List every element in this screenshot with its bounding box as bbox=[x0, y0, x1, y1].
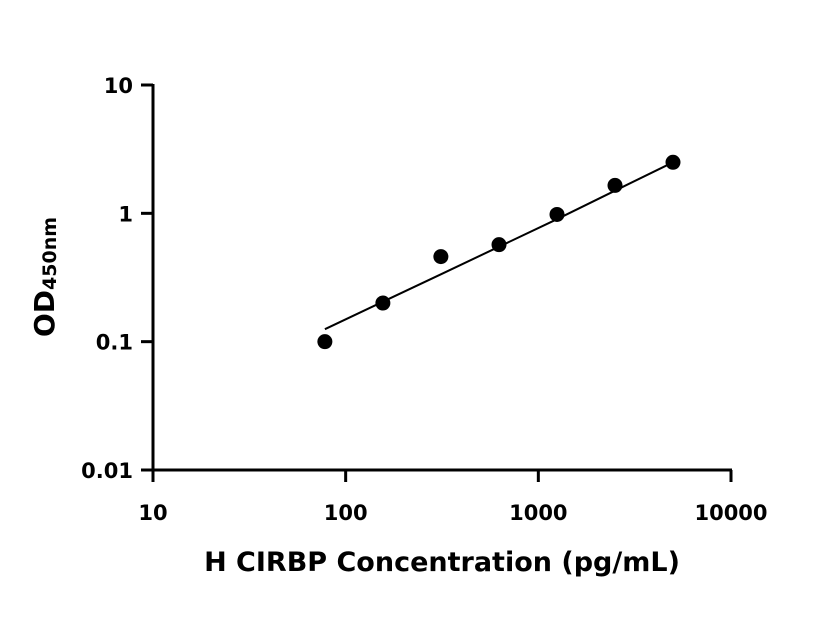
data-points bbox=[317, 154, 681, 350]
data-point bbox=[317, 334, 333, 350]
x-tick-label: 10 bbox=[138, 501, 167, 525]
y-tick-label: 0.1 bbox=[96, 331, 133, 355]
y-tick-label: 1 bbox=[118, 202, 133, 226]
data-point bbox=[491, 237, 507, 253]
data-point bbox=[607, 177, 623, 193]
data-point bbox=[549, 206, 565, 222]
y-axis-title-subscript: 450nm bbox=[39, 217, 61, 290]
x-axis-title: H CIRBP Concentration (pg/mL) bbox=[204, 547, 680, 578]
x-tick-label: 10000 bbox=[694, 501, 767, 525]
tick-labels: 10 100 1000 10000 0.01 0.1 1 10 bbox=[81, 74, 767, 525]
x-tick-label: 1000 bbox=[509, 501, 567, 525]
y-axis-title: OD450nm bbox=[28, 217, 61, 337]
y-axis-title-main: OD bbox=[28, 290, 61, 337]
data-point bbox=[375, 295, 391, 311]
data-point bbox=[433, 249, 449, 265]
y-tick-label: 0.01 bbox=[81, 459, 133, 483]
axes bbox=[141, 83, 733, 482]
x-tick-label: 100 bbox=[324, 501, 368, 525]
y-tick-label: 10 bbox=[104, 74, 133, 98]
data-point bbox=[665, 154, 681, 170]
